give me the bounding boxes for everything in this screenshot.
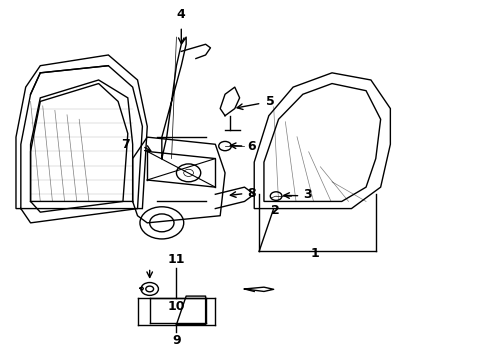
Text: 3: 3	[302, 188, 311, 201]
Text: 7: 7	[121, 138, 130, 151]
Text: 2: 2	[271, 204, 280, 217]
Text: 1: 1	[309, 247, 318, 260]
Text: 10: 10	[167, 300, 185, 313]
Text: 6: 6	[246, 140, 255, 153]
Text: 5: 5	[266, 95, 275, 108]
Text: 8: 8	[246, 187, 255, 200]
Text: 9: 9	[172, 334, 181, 347]
Text: 11: 11	[167, 253, 185, 266]
Text: 4: 4	[177, 8, 185, 21]
